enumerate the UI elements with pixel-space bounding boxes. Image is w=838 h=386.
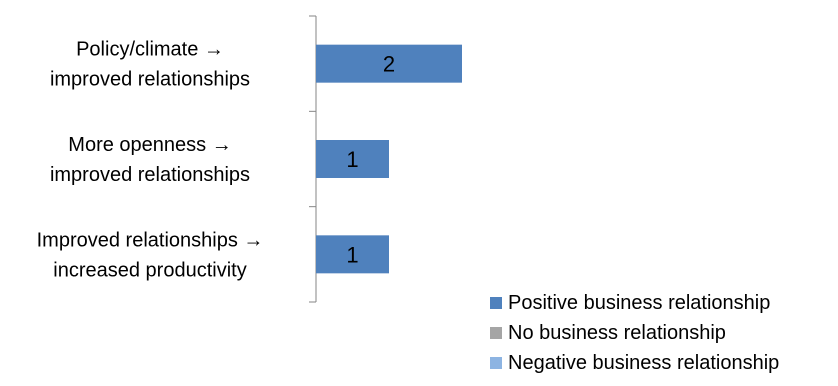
legend-label: Positive business relationship [508, 291, 771, 314]
bar [316, 140, 389, 178]
legend: Positive business relationship No busines… [490, 288, 779, 378]
legend-item: No business relationship [490, 318, 779, 348]
category-tick-label: Improved relationships → increased produc… [37, 229, 264, 281]
axis-layer [309, 15, 317, 303]
bar [316, 44, 462, 83]
legend-item: Negative business relationship [490, 348, 779, 378]
category-tick-label: More openness → improved relationships [50, 134, 250, 186]
data-label: 2 [383, 52, 395, 77]
label-layer: 2 Policy/climate → improved relationships 1… [37, 39, 396, 282]
bar [316, 235, 389, 274]
data-label: 1 [346, 147, 358, 172]
legend-swatch [490, 357, 502, 369]
legend-item: Positive business relationship [490, 288, 779, 318]
bar-layer [316, 44, 462, 274]
legend-swatch [490, 297, 502, 309]
legend-swatch [490, 327, 502, 339]
data-label: 1 [346, 242, 358, 267]
category-tick-label: Policy/climate → improved relationships [50, 39, 250, 91]
legend-label: No business relationship [508, 321, 726, 344]
legend-label: Negative business relationship [508, 351, 780, 374]
